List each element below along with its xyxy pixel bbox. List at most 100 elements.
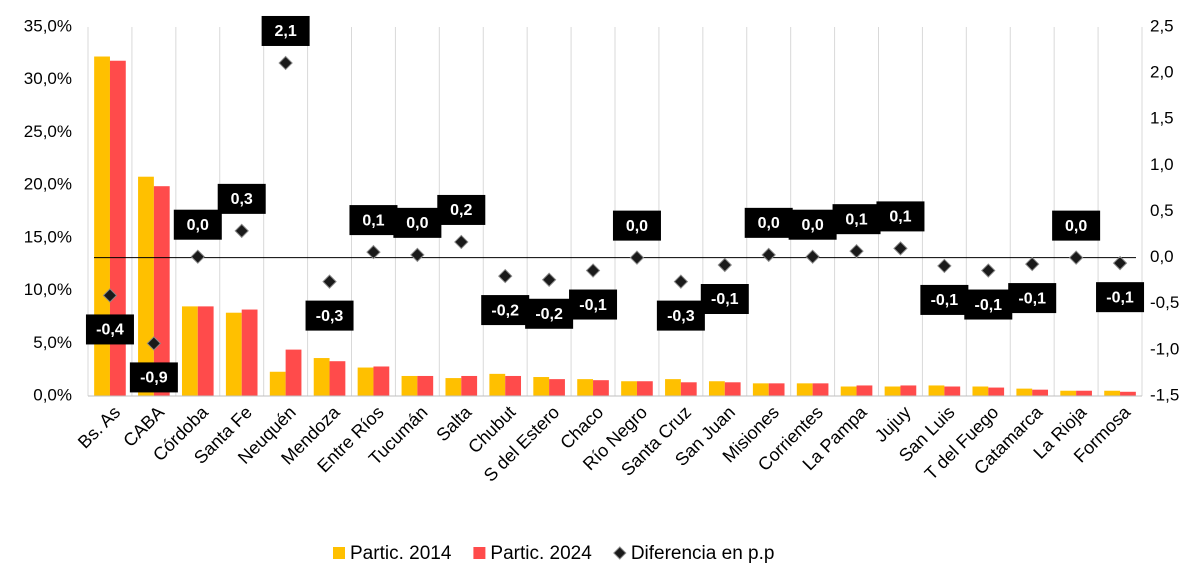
bar [1104, 390, 1121, 396]
bar [109, 60, 126, 396]
data-label: 0,0 [802, 217, 824, 234]
y2-tick-label: 1,5 [1150, 109, 1174, 128]
diamond-marker [585, 263, 601, 278]
data-label-box [612, 210, 661, 241]
data-label: -0,1 [711, 291, 739, 308]
bar [972, 386, 989, 396]
data-label: 0,0 [406, 215, 428, 232]
bar [329, 361, 346, 396]
y-tick-label: 0,0% [33, 385, 72, 404]
legend-swatch [333, 547, 345, 559]
bar [1120, 391, 1136, 396]
bar [1016, 388, 1033, 396]
data-label-box [393, 207, 442, 238]
bar [241, 309, 258, 396]
data-label-box [1052, 210, 1101, 241]
data-label-box [525, 298, 574, 329]
bar [593, 380, 609, 396]
bar [665, 379, 681, 396]
bar [884, 386, 901, 396]
bar [357, 367, 374, 396]
bar [1076, 390, 1092, 396]
bar [313, 358, 330, 396]
data-label: -0,1 [1018, 290, 1046, 307]
diamond-marker [717, 257, 732, 273]
legend-marker [613, 546, 627, 560]
y2-tick-label: 2,0 [1150, 63, 1174, 82]
data-label-box [129, 362, 178, 393]
diamond-marker [278, 55, 293, 71]
y2-tick-label: -1,5 [1150, 385, 1179, 404]
data-label-box [85, 314, 134, 345]
diamond-marker [849, 243, 864, 259]
diamond-marker [541, 272, 557, 287]
diamond-marker [190, 249, 205, 264]
bar [225, 312, 242, 396]
diamond-marker [322, 274, 337, 289]
bar [489, 373, 506, 396]
bar [768, 383, 785, 396]
data-label-box [173, 209, 222, 240]
data-label: 0,1 [362, 212, 384, 229]
data-label: -0,4 [96, 322, 124, 339]
bar [856, 385, 873, 396]
data-label: -0,3 [667, 308, 695, 325]
bar [840, 386, 857, 396]
data-label: -0,2 [491, 302, 519, 319]
diamond-marker [410, 247, 425, 263]
data-label-box [1096, 282, 1145, 313]
data-label: 2,1 [275, 23, 297, 40]
bar [401, 375, 418, 396]
data-label-box [349, 205, 398, 236]
data-label: -0,3 [316, 308, 344, 325]
data-label-box [217, 183, 266, 214]
data-label: 0,0 [1065, 218, 1087, 235]
bar [373, 366, 390, 396]
data-label: -0,1 [975, 297, 1003, 314]
data-label-box [305, 300, 354, 331]
diamond-marker [454, 234, 469, 250]
diamond-marker [937, 258, 952, 274]
data-label-box [744, 207, 793, 238]
bar [680, 382, 697, 396]
data-label: -0,2 [535, 306, 563, 323]
data-label-box [481, 295, 530, 326]
data-label-box [876, 201, 925, 232]
data-label-box [261, 15, 310, 46]
y2-tick-label: -0,5 [1150, 293, 1179, 312]
bar [752, 383, 769, 396]
bar [621, 381, 637, 396]
diamond-marker [102, 288, 118, 303]
data-label: 0,0 [187, 217, 209, 234]
bar [1032, 389, 1049, 396]
legend-label: Diferencia en p.p [631, 543, 775, 564]
bar [900, 385, 917, 396]
bar [505, 375, 522, 396]
diamond-marker [1025, 256, 1040, 272]
bar [708, 381, 725, 396]
diamond-marker [673, 274, 689, 289]
y-tick-label: 15,0% [24, 227, 72, 246]
bar [285, 349, 302, 396]
bar [461, 375, 478, 396]
diamond-marker [629, 250, 645, 265]
bar [94, 56, 110, 397]
y-tick-label: 35,0% [24, 16, 72, 35]
data-label-box [700, 284, 749, 315]
data-label: 0,1 [845, 211, 867, 228]
y2-tick-label: -1,0 [1150, 339, 1179, 358]
data-label: 0,0 [626, 218, 648, 235]
y2-tick-label: 0,0 [1150, 247, 1174, 266]
bar [417, 375, 434, 396]
data-label: 0,1 [889, 209, 911, 226]
data-label-box [437, 194, 486, 225]
data-label: 0,0 [758, 215, 780, 232]
legend-swatch [473, 547, 486, 559]
bar [796, 383, 813, 396]
bar [636, 381, 653, 396]
diamond-marker [1112, 255, 1128, 271]
bar [533, 377, 550, 396]
y-tick-label: 25,0% [24, 122, 72, 141]
diamond-marker [981, 263, 996, 278]
